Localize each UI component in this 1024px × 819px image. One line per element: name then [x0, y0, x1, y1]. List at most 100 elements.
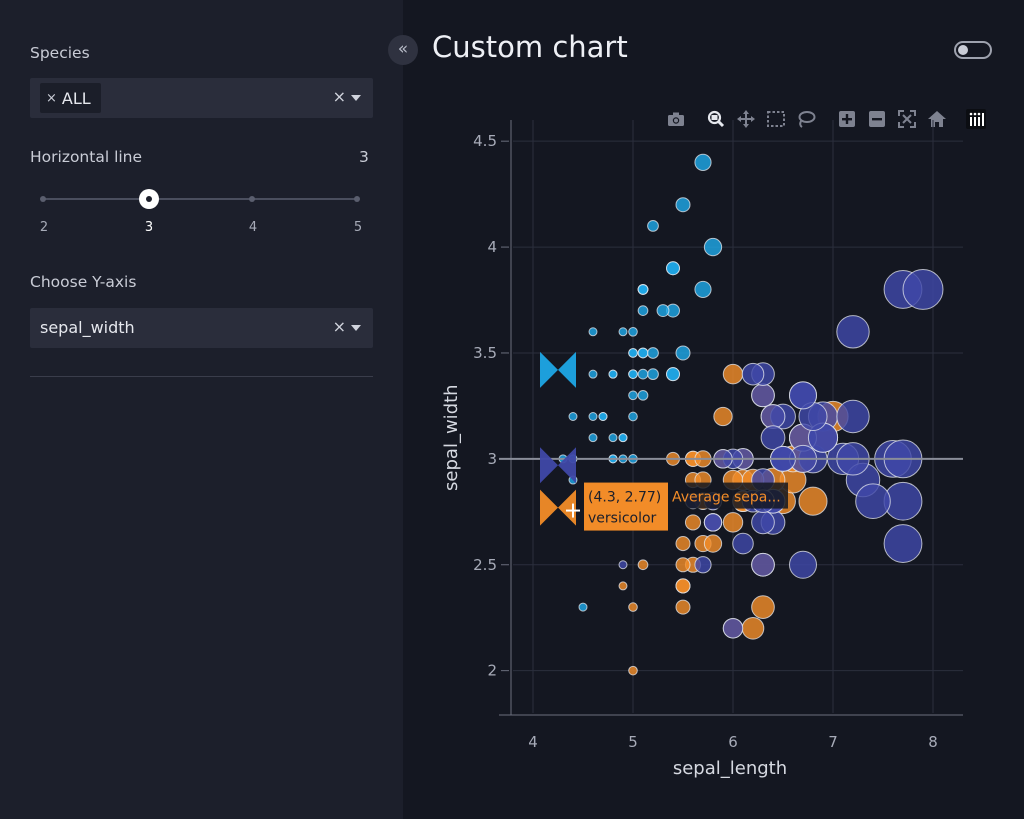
- y-tick-label: 4: [487, 238, 497, 256]
- setosa-point: [568, 412, 578, 421]
- setosa-point: [703, 237, 723, 257]
- x-tick-label: 8: [928, 733, 938, 751]
- x-tick-label: 7: [828, 733, 838, 751]
- zoom-in-icon[interactable]: [836, 108, 858, 130]
- species-chip[interactable]: × ALL: [40, 83, 101, 113]
- y-tick-label: 3: [487, 450, 497, 468]
- versicolor-point: [675, 557, 691, 573]
- zoom-icon[interactable]: [705, 108, 727, 130]
- pan-icon[interactable]: [735, 108, 757, 130]
- collapse-sidebar-button[interactable]: «: [388, 35, 418, 65]
- x-tick-label: 4: [528, 733, 538, 751]
- virginica-point: [694, 556, 712, 574]
- setosa-point: [637, 284, 649, 295]
- camera-icon[interactable]: [665, 108, 687, 130]
- chevron-down-icon[interactable]: [351, 95, 361, 101]
- versicolor-point: [751, 595, 775, 619]
- setosa-point: [694, 153, 712, 171]
- setosa-point: [647, 347, 659, 359]
- setosa-point: [618, 327, 628, 337]
- virginica-point: [703, 513, 723, 532]
- plotly-logo-icon[interactable]: [965, 108, 987, 130]
- setosa-point: [628, 326, 638, 337]
- chip-remove-icon[interactable]: ×: [46, 90, 57, 106]
- virginica-point: [618, 560, 628, 570]
- setosa-point: [656, 304, 670, 318]
- setosa-point: [647, 219, 659, 232]
- virginica-point: [751, 552, 775, 577]
- virginica-point: [855, 483, 891, 519]
- versicolor-point: [675, 599, 691, 615]
- versicolor-point: [684, 514, 702, 531]
- slider-tick-dot: [249, 196, 255, 202]
- yaxis-dropdown[interactable]: sepal_width ×: [30, 308, 373, 348]
- virginica-point: [722, 618, 744, 639]
- setosa-point: [647, 368, 659, 381]
- virginica-point: [751, 510, 775, 535]
- setosa-point: [618, 433, 628, 443]
- setosa-point: [628, 411, 638, 422]
- virginica-point: [789, 550, 817, 579]
- clear-icon[interactable]: ×: [332, 87, 346, 106]
- versicolor-point: [628, 665, 638, 676]
- lasso-icon[interactable]: [795, 108, 817, 130]
- chevron-down-icon[interactable]: [351, 325, 361, 331]
- y-tick-label: 3.5: [473, 344, 497, 362]
- versicolor-point: [628, 602, 638, 612]
- y-tick-label: 4.5: [473, 132, 497, 150]
- setosa-point: [637, 368, 649, 380]
- setosa-point: [598, 412, 608, 421]
- hline-label: Horizontal line: [30, 148, 143, 166]
- setosa-point: [666, 367, 680, 382]
- slider-handle[interactable]: [139, 189, 159, 209]
- clear-icon[interactable]: ×: [332, 317, 346, 336]
- virginica-point: [902, 268, 944, 310]
- setosa-mean-marker: [540, 351, 576, 388]
- zoom-out-icon[interactable]: [866, 108, 888, 130]
- virginica-point: [751, 383, 775, 408]
- setosa-point: [637, 347, 649, 359]
- versicolor-point: [703, 534, 723, 553]
- y-tick-label: 2.5: [473, 556, 497, 574]
- setosa-point: [675, 345, 691, 361]
- setosa-point: [608, 433, 618, 443]
- virginica-point: [741, 362, 765, 386]
- slider-track[interactable]: [43, 198, 357, 200]
- box-select-icon[interactable]: [765, 108, 787, 130]
- theme-toggle[interactable]: [954, 41, 992, 59]
- setosa-point: [628, 369, 638, 379]
- virginica-point: [789, 381, 817, 410]
- versicolor-point: [722, 363, 744, 385]
- slider-tick-label: 2: [39, 220, 49, 235]
- x-axis-title: sepal_length: [673, 758, 787, 779]
- slider-tick-dot: [354, 196, 360, 202]
- setosa-point: [628, 348, 638, 358]
- hover-trace-name: Average sepa...: [672, 490, 781, 506]
- slider-tick-label: 3: [144, 220, 154, 235]
- setosa-point: [588, 412, 598, 421]
- setosa-point: [675, 197, 691, 213]
- species-chip-label: ALL: [61, 88, 91, 108]
- virginica-point: [760, 425, 786, 451]
- setosa-point: [694, 280, 712, 299]
- versicolor-point: [637, 559, 649, 571]
- autoscale-icon[interactable]: [896, 108, 918, 130]
- sidebar-divider: [30, 376, 373, 377]
- hover-coords: (4.3, 2.77): [588, 490, 661, 506]
- virginica-point: [732, 532, 754, 555]
- x-tick-label: 5: [628, 733, 638, 751]
- versicolor-point: [722, 512, 744, 533]
- setosa-point: [666, 261, 680, 276]
- setosa-point: [637, 305, 649, 316]
- sidebar: Species × ALL × Horizontal line 3 2 3 4 …: [0, 0, 403, 819]
- slider-tick-dot: [40, 196, 46, 202]
- species-dropdown[interactable]: × ALL ×: [30, 78, 373, 118]
- hover-name-box: [668, 482, 788, 509]
- x-tick-label: 6: [728, 733, 738, 751]
- versicolor-point: [713, 406, 733, 427]
- versicolor-point: [798, 486, 828, 516]
- yaxis-value: sepal_width: [40, 318, 135, 337]
- versicolor-point: [741, 616, 765, 640]
- versicolor-point: [618, 581, 628, 591]
- hover-label-box: [584, 482, 668, 531]
